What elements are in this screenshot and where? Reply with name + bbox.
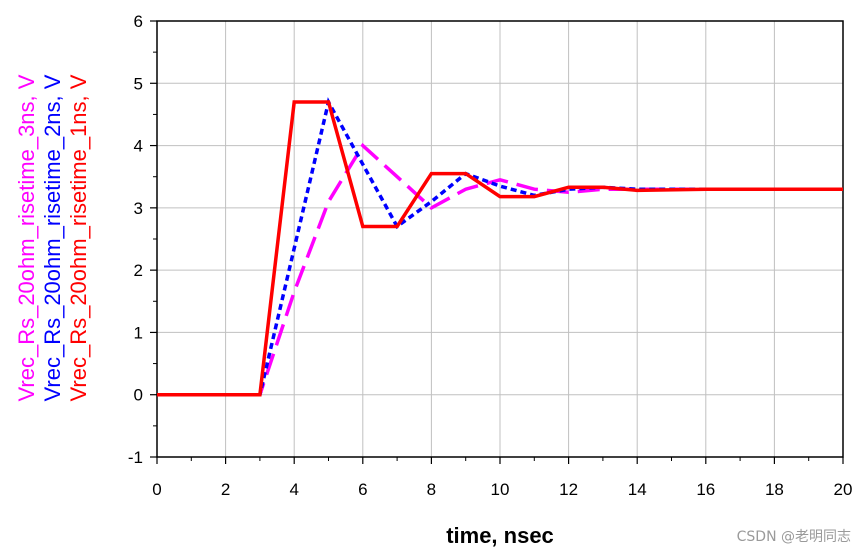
series-line-3 <box>157 100 843 397</box>
series-label-2: Vrec_Rs_20ohm_risetime_2ns, V <box>40 74 65 401</box>
y-tick-label: 2 <box>134 261 143 280</box>
series-labels: Vrec_Rs_20ohm_risetime_3ns, V Vrec_Rs_20o… <box>14 74 91 401</box>
y-tick-label: 6 <box>134 12 143 31</box>
series-label-1: Vrec_Rs_20ohm_risetime_3ns, V <box>14 74 39 401</box>
x-tick-label: 20 <box>834 480 853 499</box>
y-tick-label: -1 <box>128 448 143 467</box>
x-tick-label: 12 <box>559 480 578 499</box>
x-tick-label: 10 <box>491 480 510 499</box>
x-axis-title: time, nsec <box>446 523 554 548</box>
x-tick-label: 14 <box>628 480 647 499</box>
grid <box>157 21 843 457</box>
series-lines <box>157 97 843 397</box>
y-tick-label: 4 <box>134 137 143 156</box>
watermark: CSDN @老明同志 <box>736 529 851 545</box>
x-tick-label: 6 <box>358 480 367 499</box>
y-tick-label: 0 <box>134 386 143 405</box>
x-tick-label: 16 <box>696 480 715 499</box>
x-tick-label: 8 <box>427 480 436 499</box>
y-tick-label: 5 <box>134 74 143 93</box>
y-tick-label: 1 <box>134 323 143 342</box>
x-tick-label: 2 <box>221 480 230 499</box>
x-tick-label: 18 <box>765 480 784 499</box>
x-tick-label: 4 <box>289 480 298 499</box>
y-tick-label: 3 <box>134 199 143 218</box>
series-label-3: Vrec_Rs_20ohm_risetime_1ns, V <box>66 74 91 401</box>
x-tick-label: 0 <box>152 480 161 499</box>
